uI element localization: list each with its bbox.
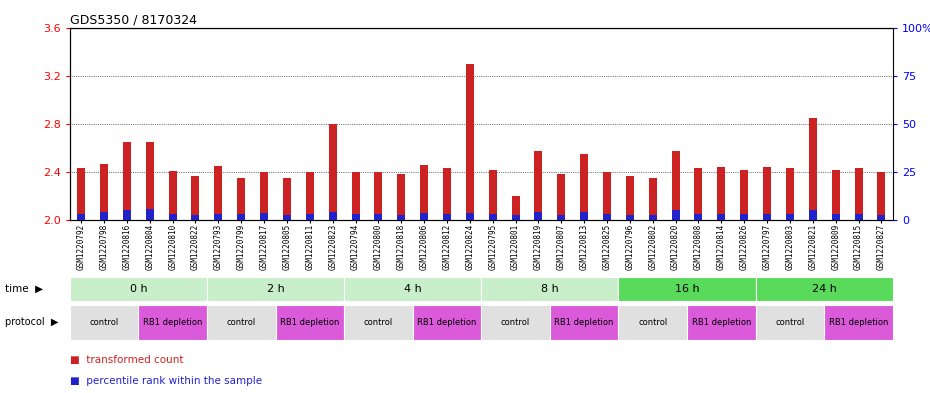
Bar [375, 214, 382, 220]
Bar [123, 211, 131, 220]
Bar [375, 172, 382, 220]
Text: control: control [501, 318, 530, 327]
Bar [831, 214, 840, 220]
Bar [168, 214, 177, 220]
Bar [557, 215, 565, 220]
Bar [283, 215, 291, 220]
Bar [535, 151, 542, 220]
Bar [397, 215, 405, 220]
Bar [192, 176, 200, 220]
Text: control: control [776, 318, 804, 327]
Bar [192, 215, 200, 220]
Bar [649, 178, 657, 220]
Bar [443, 214, 451, 220]
Bar [352, 214, 360, 220]
Text: control: control [638, 318, 668, 327]
Bar [740, 169, 749, 220]
Bar [649, 215, 657, 220]
Bar [809, 118, 817, 220]
Bar [328, 212, 337, 220]
Text: RB1 depletion: RB1 depletion [418, 318, 477, 327]
Bar [763, 214, 771, 220]
Bar [328, 124, 337, 220]
Bar [671, 211, 680, 220]
Bar [420, 165, 428, 220]
Bar [855, 168, 862, 220]
Bar [717, 167, 725, 220]
Text: 0 h: 0 h [129, 284, 147, 294]
Bar [512, 215, 520, 220]
Text: 8 h: 8 h [541, 284, 559, 294]
Bar [443, 168, 451, 220]
Bar [146, 209, 153, 220]
Bar [603, 214, 611, 220]
Bar [488, 169, 497, 220]
Text: 24 h: 24 h [812, 284, 837, 294]
Text: ■  percentile rank within the sample: ■ percentile rank within the sample [70, 376, 262, 386]
Text: RB1 depletion: RB1 depletion [554, 318, 614, 327]
Text: 4 h: 4 h [404, 284, 421, 294]
Bar [146, 142, 153, 220]
Bar [535, 212, 542, 220]
Text: time  ▶: time ▶ [5, 284, 43, 294]
Bar [306, 214, 313, 220]
Bar [626, 176, 634, 220]
Bar [214, 166, 222, 220]
Bar [168, 171, 177, 220]
Bar [420, 213, 428, 220]
Bar [763, 167, 771, 220]
Text: GDS5350 / 8170324: GDS5350 / 8170324 [70, 14, 197, 27]
Bar [557, 174, 565, 220]
Text: 16 h: 16 h [675, 284, 699, 294]
Text: control: control [89, 318, 119, 327]
Bar [352, 172, 360, 220]
Bar [695, 214, 702, 220]
Text: RB1 depletion: RB1 depletion [829, 318, 888, 327]
Bar [877, 215, 885, 220]
Bar [237, 214, 246, 220]
Bar [123, 142, 131, 220]
Bar [466, 213, 474, 220]
Bar [855, 214, 862, 220]
Text: RB1 depletion: RB1 depletion [280, 318, 339, 327]
Bar [237, 178, 246, 220]
Bar [695, 168, 702, 220]
Bar [260, 213, 268, 220]
Bar [488, 214, 497, 220]
Bar [831, 169, 840, 220]
Bar [786, 168, 794, 220]
Bar [580, 154, 588, 220]
Bar [740, 214, 749, 220]
Text: protocol  ▶: protocol ▶ [5, 317, 58, 327]
Text: 2 h: 2 h [267, 284, 285, 294]
Bar [603, 172, 611, 220]
Text: control: control [364, 318, 393, 327]
Bar [626, 215, 634, 220]
Text: control: control [227, 318, 256, 327]
Bar [77, 214, 86, 220]
Bar [100, 212, 108, 220]
Bar [671, 151, 680, 220]
Bar [466, 64, 474, 220]
Bar [397, 174, 405, 220]
Bar [717, 214, 725, 220]
Bar [283, 178, 291, 220]
Bar [77, 168, 86, 220]
Bar [214, 214, 222, 220]
Bar [260, 172, 268, 220]
Text: RB1 depletion: RB1 depletion [692, 318, 751, 327]
Bar [306, 172, 313, 220]
Bar [512, 196, 520, 220]
Bar [877, 172, 885, 220]
Text: RB1 depletion: RB1 depletion [143, 318, 203, 327]
Bar [100, 163, 108, 220]
Text: ■  transformed count: ■ transformed count [70, 354, 183, 365]
Bar [580, 212, 588, 220]
Bar [786, 214, 794, 220]
Bar [809, 211, 817, 220]
